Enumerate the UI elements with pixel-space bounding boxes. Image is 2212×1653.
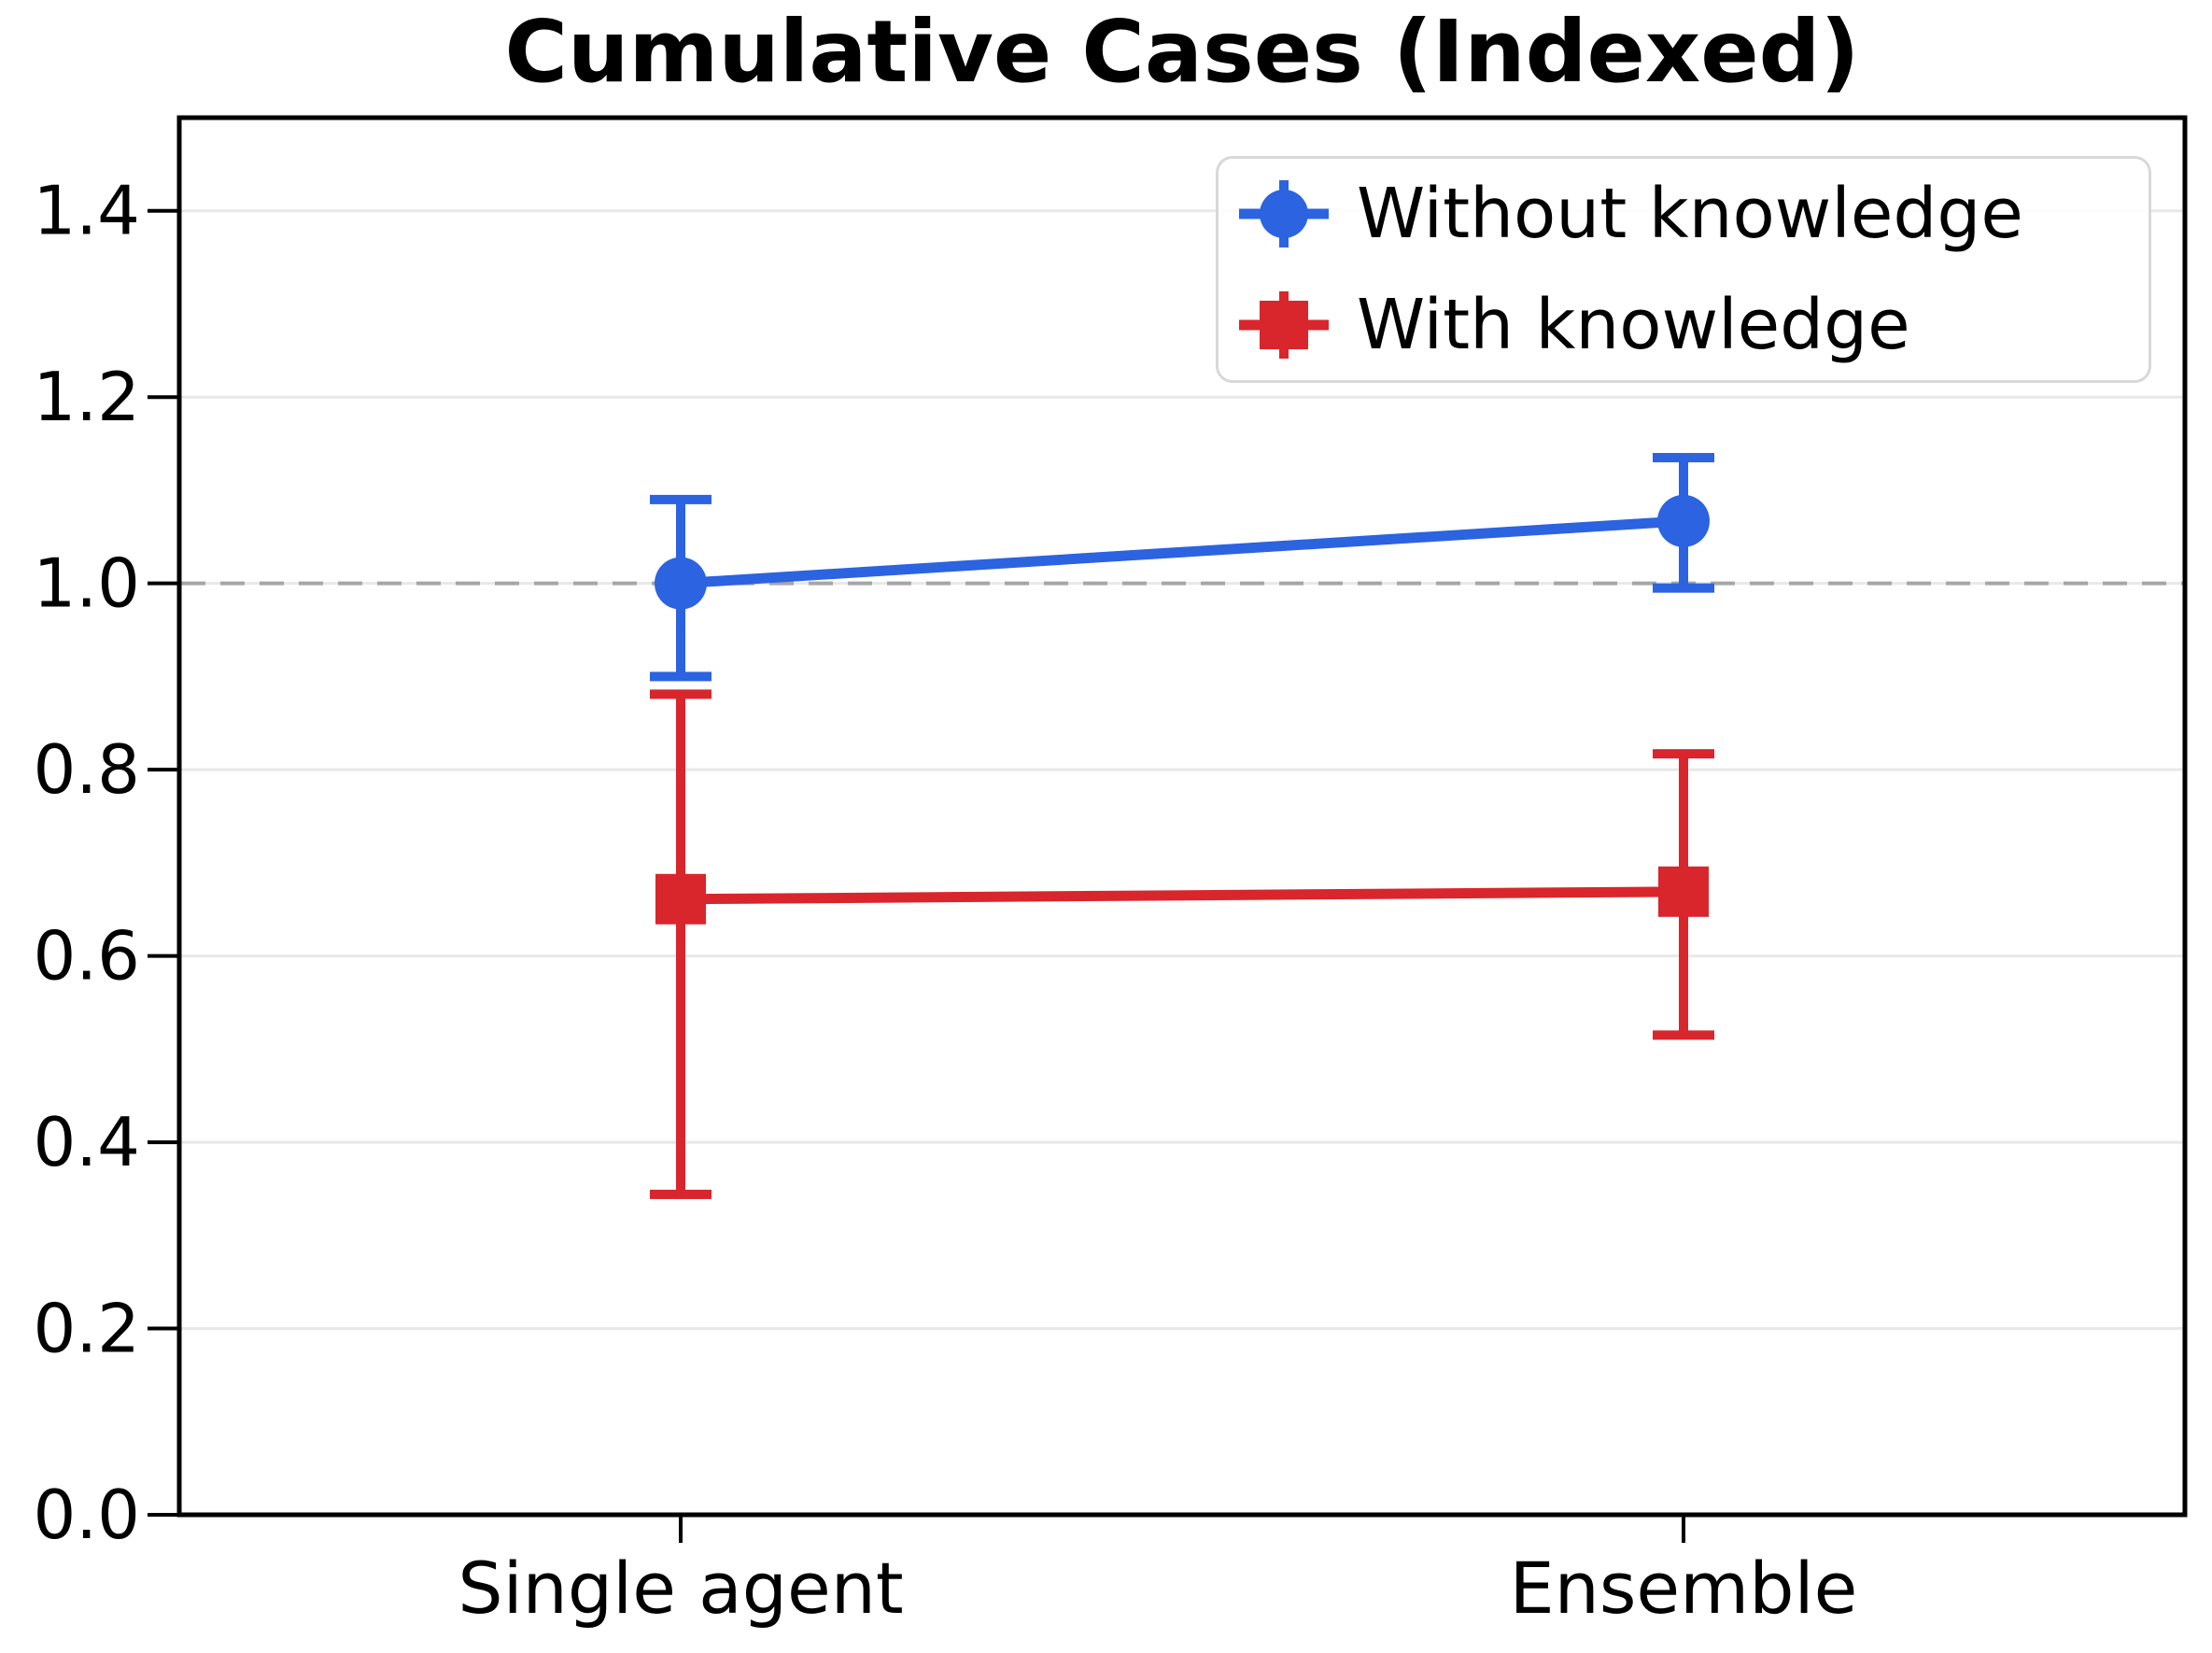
legend-label: Without knowledge [1357,174,2023,255]
legend-handle-shape [1260,190,1308,239]
legend-handle-shape [1260,300,1308,349]
series-line [680,886,1684,905]
legend-label: With knowledge [1357,284,1910,365]
y-tick-label: 1.2 [33,358,140,436]
legend-marker-circle-icon [1239,180,1329,248]
legend-marker-square-icon [1239,290,1329,359]
x-tick-label: Ensemble [1510,1547,1858,1630]
chart-title: Cumulative Cases (Indexed) [504,2,1860,102]
error-bar-cap [1653,1030,1714,1040]
error-bar-cap [1653,583,1714,593]
data-point-square [655,873,706,925]
y-tick-label: 0.6 [33,917,140,996]
error-bar-cap [650,1189,712,1199]
error-bar-cap [650,689,712,699]
data-point-square [1658,866,1709,917]
error-bar-cap [1653,453,1714,463]
legend: Without knowledge With knowledge [1216,156,2151,383]
series-line [680,516,1684,589]
legend-item-with-knowledge: With knowledge [1219,270,2149,381]
data-point-circle [1657,494,1710,547]
y-tick-label: 1.4 [33,172,140,250]
error-bar-cap [650,671,712,682]
y-tick-label: 0.4 [33,1103,140,1181]
x-tick-label: Single agent [458,1547,903,1630]
y-tick-label: 0.0 [33,1476,140,1554]
y-tick-label: 0.2 [33,1290,140,1368]
error-bar-cap [650,494,712,504]
legend-item-without-knowledge: Without knowledge [1219,159,2149,270]
plot-frame [176,115,2188,1518]
y-tick-label: 1.0 [33,544,140,623]
y-tick-label: 0.8 [33,730,140,809]
data-point-circle [655,557,707,610]
error-bar-cap [1653,749,1714,759]
